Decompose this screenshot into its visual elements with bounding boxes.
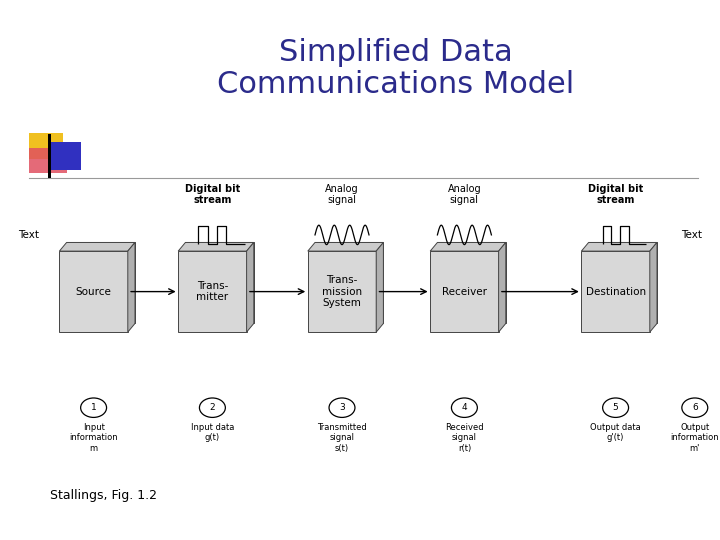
Text: Stallings, Fig. 1.2: Stallings, Fig. 1.2 bbox=[50, 489, 158, 502]
Polygon shape bbox=[376, 242, 383, 332]
Text: 4: 4 bbox=[462, 403, 467, 412]
Text: Text: Text bbox=[18, 230, 39, 240]
Text: Text: Text bbox=[681, 230, 702, 240]
Bar bbox=[48, 134, 50, 178]
Text: Destination: Destination bbox=[585, 287, 646, 296]
FancyBboxPatch shape bbox=[438, 242, 505, 323]
Text: Trans-
mitter: Trans- mitter bbox=[197, 281, 228, 302]
Polygon shape bbox=[60, 242, 135, 251]
Bar bbox=[29, 148, 67, 173]
Text: 1: 1 bbox=[91, 403, 96, 412]
Polygon shape bbox=[649, 242, 657, 332]
Text: 5: 5 bbox=[613, 403, 618, 412]
Text: Output
information
m': Output information m' bbox=[670, 423, 719, 453]
Polygon shape bbox=[431, 242, 505, 251]
Circle shape bbox=[603, 398, 629, 417]
Circle shape bbox=[682, 398, 708, 417]
Polygon shape bbox=[498, 242, 505, 332]
Text: Analog
signal: Analog signal bbox=[448, 184, 481, 205]
FancyBboxPatch shape bbox=[60, 251, 128, 332]
Polygon shape bbox=[308, 242, 383, 251]
Text: Input data
g(t): Input data g(t) bbox=[191, 423, 234, 442]
Bar bbox=[50, 141, 81, 170]
Text: 2: 2 bbox=[210, 403, 215, 412]
Polygon shape bbox=[179, 242, 253, 251]
FancyBboxPatch shape bbox=[315, 242, 383, 323]
Polygon shape bbox=[246, 242, 253, 332]
Text: Receiver: Receiver bbox=[442, 287, 487, 296]
Text: Transmitted
signal
s(t): Transmitted signal s(t) bbox=[317, 423, 367, 453]
Circle shape bbox=[329, 398, 355, 417]
Circle shape bbox=[81, 398, 107, 417]
FancyBboxPatch shape bbox=[66, 242, 135, 323]
FancyBboxPatch shape bbox=[589, 242, 657, 323]
Text: Digital bit
stream: Digital bit stream bbox=[588, 184, 643, 205]
FancyBboxPatch shape bbox=[186, 242, 254, 323]
Bar bbox=[29, 133, 63, 159]
Text: Source: Source bbox=[76, 287, 112, 296]
Text: Received
signal
r(t): Received signal r(t) bbox=[445, 423, 484, 453]
FancyBboxPatch shape bbox=[308, 251, 376, 332]
Text: 6: 6 bbox=[692, 403, 698, 412]
Text: Output data
g'(t): Output data g'(t) bbox=[590, 423, 641, 442]
Polygon shape bbox=[582, 242, 657, 251]
Text: Input
information
m: Input information m bbox=[69, 423, 118, 453]
Text: Trans-
mission
System: Trans- mission System bbox=[322, 275, 362, 308]
Text: 3: 3 bbox=[339, 403, 345, 412]
FancyBboxPatch shape bbox=[582, 251, 649, 332]
Text: Analog
signal: Analog signal bbox=[325, 184, 359, 205]
FancyBboxPatch shape bbox=[431, 251, 498, 332]
Polygon shape bbox=[128, 242, 135, 332]
Circle shape bbox=[451, 398, 477, 417]
Text: Simplified Data
Communications Model: Simplified Data Communications Model bbox=[217, 38, 575, 99]
FancyBboxPatch shape bbox=[179, 251, 246, 332]
Circle shape bbox=[199, 398, 225, 417]
Text: Digital bit
stream: Digital bit stream bbox=[185, 184, 240, 205]
